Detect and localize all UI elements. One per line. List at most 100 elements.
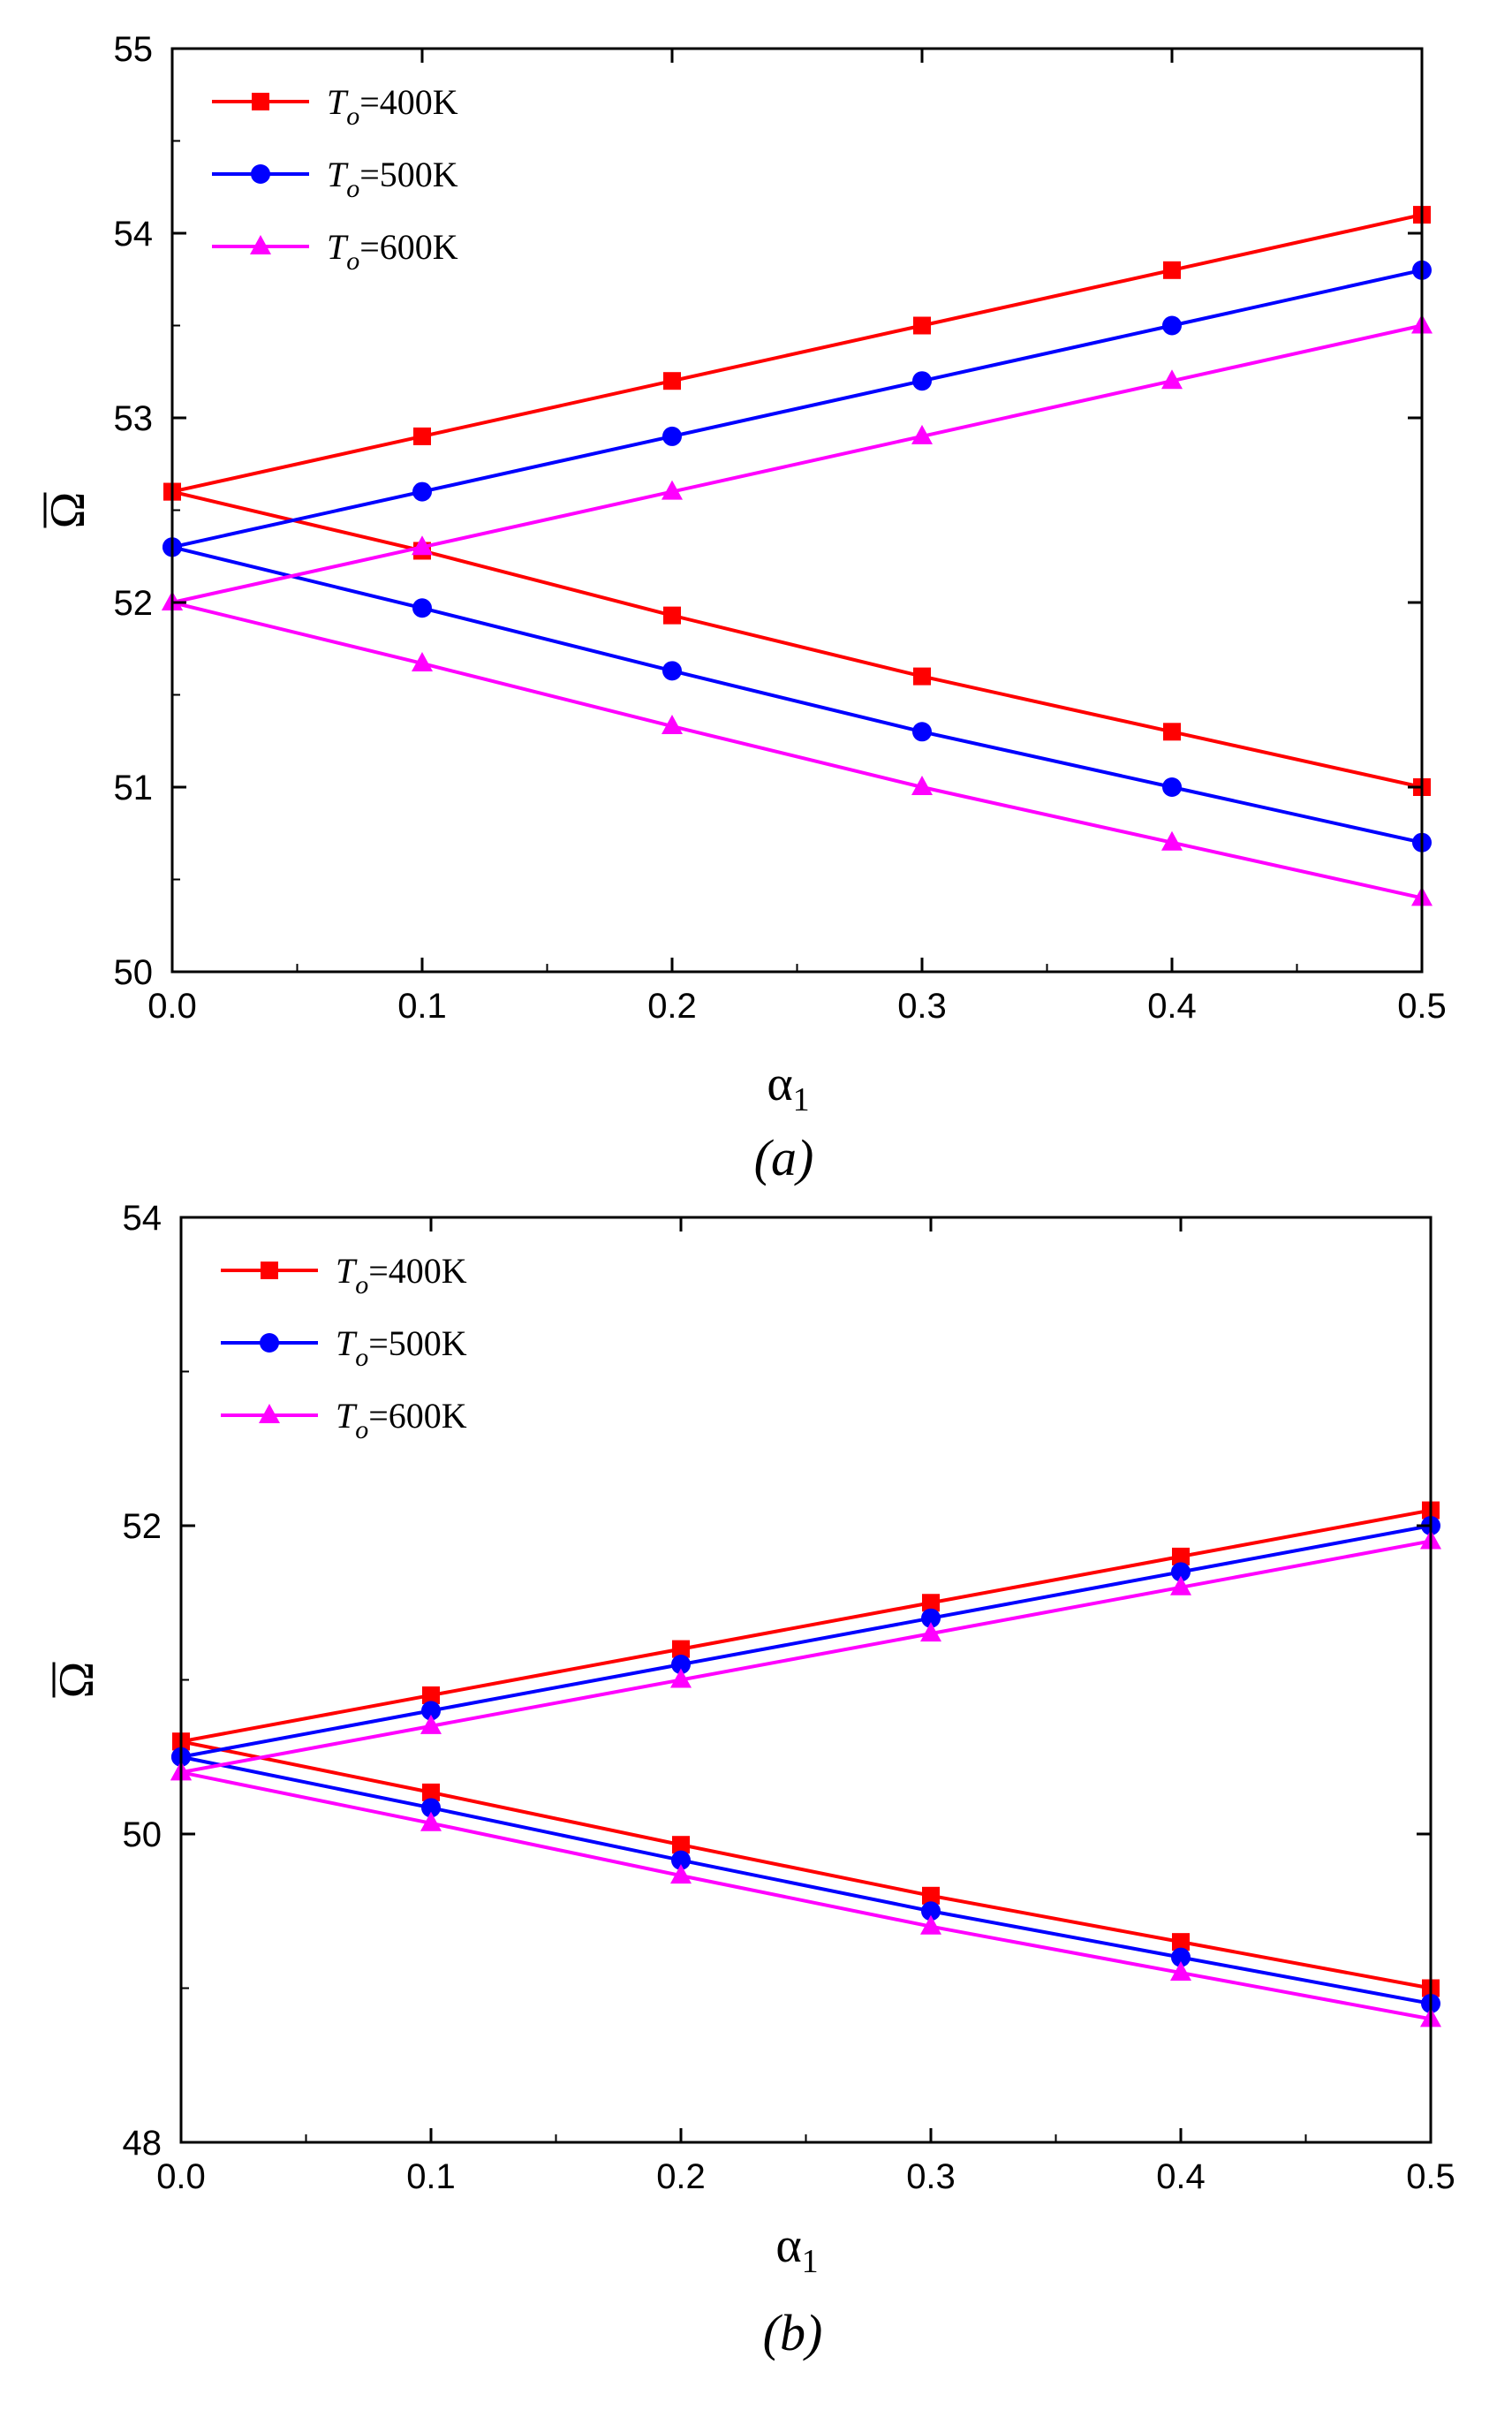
legend-label: To=400K: [327, 82, 458, 131]
data-point-lower: [422, 1783, 440, 1801]
y-axis-label-group: Ω: [49, 1662, 104, 1699]
data-point-upper: [1172, 1547, 1190, 1565]
series-0: [163, 206, 1431, 796]
data-point-upper: [663, 372, 681, 390]
x-tick-label: 0.2: [656, 2157, 706, 2196]
legend-item-2: To=600K: [221, 1396, 467, 1444]
y-tick-label: 51: [114, 769, 154, 807]
x-axis-symbol: α: [767, 1057, 792, 1111]
data-point-upper: [412, 535, 433, 556]
legend-symbol: T: [327, 82, 349, 122]
y-axis-label-group: Ω: [41, 492, 95, 529]
legend-marker: [260, 1333, 279, 1353]
y-tick-label: 52: [114, 584, 154, 623]
legend-subscript: o: [355, 1415, 368, 1444]
x-tick-label: 0.4: [1147, 987, 1197, 1026]
chart-b: 0.0 0.1 0.2 0.3 0.4 0.548505254α1ΩTo=400KTo=5…: [49, 1199, 1455, 2361]
legend-item-1: To=500K: [221, 1323, 467, 1372]
legend-subscript: o: [346, 102, 359, 131]
data-point-upper: [422, 1686, 440, 1704]
legend-label: To=600K: [336, 1396, 467, 1444]
series-line-lower: [180, 1770, 1432, 2021]
legend-item-0: To=400K: [221, 1251, 467, 1300]
data-point-lower: [662, 661, 682, 681]
x-axis-symbol: α: [775, 2218, 801, 2273]
series-line-lower: [171, 601, 1423, 900]
series-line-upper: [180, 1539, 1432, 1775]
panel-caption: (a): [754, 1129, 814, 1186]
data-point-lower: [420, 1811, 442, 1831]
data-point-upper: [1171, 1562, 1191, 1582]
data-point-lower: [412, 651, 433, 671]
series-line-lower: [180, 1739, 1432, 1990]
series-line-upper: [180, 1508, 1432, 1744]
x-tick-label: 0.0: [147, 987, 197, 1026]
x-axis-label: α1: [767, 1057, 809, 1118]
legend-marker: [251, 164, 270, 184]
data-point-upper: [412, 481, 432, 502]
legend-marker: [250, 235, 271, 254]
legend-marker: [261, 1262, 278, 1279]
x-tick-label: 0.2: [647, 987, 697, 1026]
y-axis-label: Ω: [41, 492, 95, 529]
data-point-upper: [1162, 315, 1182, 336]
series-line-upper: [171, 323, 1423, 604]
data-point-lower: [662, 715, 683, 735]
series-line-lower: [171, 545, 1423, 845]
legend-label: To=500K: [336, 1323, 467, 1372]
data-point-lower: [920, 1914, 941, 1935]
legend-label: To=400K: [336, 1251, 467, 1300]
y-tick-label: 50: [123, 1815, 163, 1854]
series-2: [162, 314, 1433, 906]
data-point-lower: [670, 1864, 692, 1884]
x-tick-label: 0.4: [1156, 2157, 1206, 2196]
data-point-upper: [913, 316, 931, 335]
data-point-upper: [413, 427, 431, 445]
legend-value: =500K: [368, 1323, 467, 1363]
x-tick-label: 0.0: [156, 2157, 206, 2196]
data-point-lower: [1161, 830, 1183, 851]
series-1: [171, 1516, 1440, 2013]
data-point-lower: [913, 667, 931, 686]
data-point-upper: [922, 1594, 940, 1612]
data-point-lower: [671, 1850, 691, 1870]
legend-item-1: To=500K: [212, 155, 458, 203]
data-point-lower: [1170, 1961, 1191, 1982]
legend-value: =600K: [359, 227, 458, 267]
data-point-lower: [412, 598, 432, 618]
legend-symbol: T: [336, 1251, 358, 1291]
series-line-lower: [180, 1754, 1432, 2005]
data-point-lower: [922, 1886, 940, 1905]
legend-subscript: o: [355, 1270, 368, 1300]
data-point-lower: [912, 722, 932, 742]
legend-label: To=600K: [327, 227, 458, 276]
data-point-upper: [912, 371, 932, 391]
legend-symbol: T: [336, 1323, 358, 1363]
series-line-upper: [171, 213, 1423, 494]
x-tick-label: 0.1: [406, 2157, 456, 2196]
data-point-upper: [671, 1655, 691, 1675]
series-line-lower: [171, 489, 1423, 789]
data-point-lower: [1172, 1933, 1190, 1951]
data-point-upper: [420, 1714, 442, 1734]
data-point-upper: [911, 424, 933, 444]
legend-label: To=500K: [327, 155, 458, 203]
data-point-lower: [1163, 723, 1181, 741]
data-point-upper: [662, 480, 683, 500]
data-point-lower: [921, 1901, 941, 1921]
legend-symbol: T: [336, 1396, 358, 1436]
legend-marker: [252, 93, 269, 110]
data-point-upper: [1161, 369, 1183, 390]
data-point-lower: [1162, 777, 1182, 797]
series-1: [163, 260, 1432, 853]
legend-item-0: To=400K: [212, 82, 458, 131]
y-tick-label: 48: [123, 2124, 163, 2163]
x-tick-label: 0.5: [1406, 2157, 1455, 2196]
data-point-lower: [663, 606, 681, 625]
data-point-lower: [1171, 1947, 1191, 1967]
legend-subscript: o: [346, 174, 359, 203]
legend-symbol: T: [327, 227, 349, 267]
x-tick-label: 0.3: [906, 2157, 956, 2196]
